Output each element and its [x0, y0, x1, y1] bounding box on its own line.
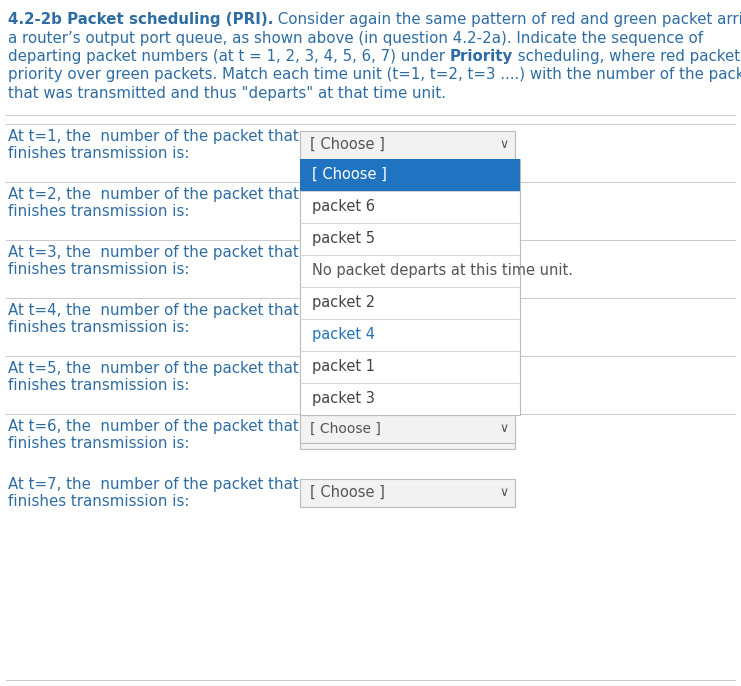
Text: finishes transmission is:: finishes transmission is: [8, 263, 194, 278]
Text: scheduling, where red packets have: scheduling, where red packets have [513, 49, 741, 64]
Text: packet 5: packet 5 [312, 231, 375, 246]
Text: finishes transmission is:: finishes transmission is: [8, 436, 194, 451]
Text: [ Choose ]: [ Choose ] [310, 421, 381, 436]
Text: priority over green packets. Match each time unit (t=1, t=2, t=3 ....) with the : priority over green packets. Match each … [8, 67, 741, 82]
Text: finishes transmission is:: finishes transmission is: [8, 320, 194, 335]
Text: departing packet numbers (at t = 1, 2, 3, 4, 5, 6, 7) under: departing packet numbers (at t = 1, 2, 3… [8, 49, 450, 64]
Text: that was transmitted and thus "departs" at that time unit.: that was transmitted and thus "departs" … [8, 86, 446, 101]
Text: packet 4: packet 4 [312, 327, 375, 342]
Bar [300, 421, 515, 449]
Text: a router’s output port queue, as shown above (in question 4.2-2a). Indicate the : a router’s output port queue, as shown a… [8, 30, 703, 45]
Text: At t=5, the  number of the packet that: At t=5, the number of the packet that [8, 361, 299, 375]
Text: ∨: ∨ [499, 422, 508, 435]
Text: [ Choose ]: [ Choose ] [310, 485, 385, 500]
Text: finishes transmission is:: finishes transmission is: [8, 147, 190, 161]
Text: finishes transmission is:: finishes transmission is: [8, 495, 194, 510]
Text: packet 6: packet 6 [312, 199, 375, 214]
Text: ∨: ∨ [499, 486, 508, 499]
Text: 4.2-2b Packet scheduling (PRI).: 4.2-2b Packet scheduling (PRI). [8, 12, 273, 27]
Text: At t=7, the  number of the packet that: At t=7, the number of the packet that [8, 477, 299, 491]
Bar [300, 414, 515, 442]
Text: finishes transmission is:: finishes transmission is: [8, 204, 194, 220]
Text: packet 2: packet 2 [312, 295, 375, 310]
Bar [300, 158, 520, 191]
Text: packet 1: packet 1 [312, 359, 375, 374]
Text: At t=4, the  number of the packet that: At t=4, the number of the packet that [8, 303, 299, 318]
Text: [ Choose ]: [ Choose ] [310, 137, 385, 152]
Bar [300, 479, 515, 506]
Text: At t=6, the  number of the packet that: At t=6, the number of the packet that [8, 418, 299, 434]
Bar [300, 158, 520, 414]
Text: No packet departs at this time unit.: No packet departs at this time unit. [312, 263, 573, 278]
Bar [300, 130, 515, 158]
Text: ∨: ∨ [499, 138, 508, 151]
Text: [ Choose ]: [ Choose ] [310, 427, 385, 442]
Text: [ Choose ]: [ Choose ] [312, 167, 387, 182]
Text: Consider again the same pattern of red and green packet arrivals to: Consider again the same pattern of red a… [273, 12, 741, 27]
Text: ∨: ∨ [499, 428, 508, 441]
Text: At t=1, the  number of the packet that: At t=1, the number of the packet that [8, 128, 299, 143]
Text: At t=2, the  number of the packet that: At t=2, the number of the packet that [8, 187, 299, 202]
Text: finishes transmission is:: finishes transmission is: [8, 379, 194, 394]
Text: packet 3: packet 3 [312, 391, 375, 406]
Text: At t=3, the  number of the packet that: At t=3, the number of the packet that [8, 244, 299, 259]
Text: Priority: Priority [450, 49, 513, 64]
